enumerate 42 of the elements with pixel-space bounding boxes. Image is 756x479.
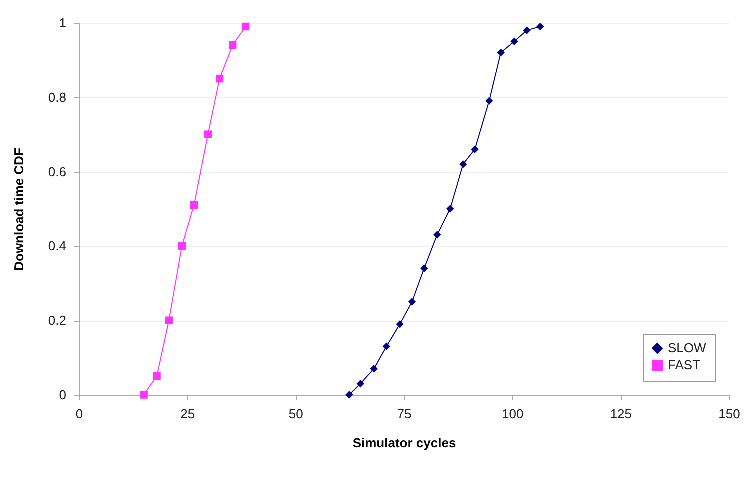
point	[242, 22, 250, 31]
point	[153, 372, 161, 380]
legend-label: FAST	[668, 358, 701, 372]
x-tick-label: 150	[718, 406, 740, 422]
point	[485, 97, 494, 105]
y-tick-label: 0.2	[48, 313, 66, 328]
x-tick-label: 125	[610, 406, 632, 422]
point	[178, 242, 186, 250]
y-axis-title: Download time CDF	[11, 148, 26, 271]
x-axis-title: Simulator cycles	[352, 436, 456, 450]
y-tick-label: 0.8	[48, 90, 66, 105]
y-tick-label: 0.4	[48, 238, 66, 254]
y-tick-label: 0	[59, 388, 66, 402]
point	[190, 201, 198, 210]
point	[471, 146, 479, 154]
point	[346, 391, 354, 399]
point	[216, 74, 224, 83]
point	[140, 391, 148, 399]
point	[510, 38, 518, 46]
point	[536, 22, 544, 31]
point	[420, 264, 428, 272]
point	[396, 320, 404, 328]
point	[497, 48, 505, 57]
point	[370, 365, 378, 373]
x-tick-label: 75	[397, 406, 412, 422]
point	[408, 298, 416, 306]
point	[382, 342, 391, 351]
y-tick-label: 1	[59, 16, 66, 30]
point	[204, 130, 212, 138]
legend-label: SLOW	[668, 340, 708, 356]
point	[165, 316, 174, 324]
point	[228, 41, 237, 50]
point	[459, 160, 468, 168]
x-tick-label: 0	[76, 406, 84, 422]
point	[433, 231, 442, 239]
x-tick-label: 100	[502, 406, 524, 422]
x-tick-label: 25	[180, 406, 196, 422]
point	[446, 205, 454, 213]
x-tick-label: 50	[288, 406, 304, 422]
y-tick-label: 0.6	[48, 164, 66, 180]
point	[356, 380, 365, 388]
point	[523, 26, 531, 34]
